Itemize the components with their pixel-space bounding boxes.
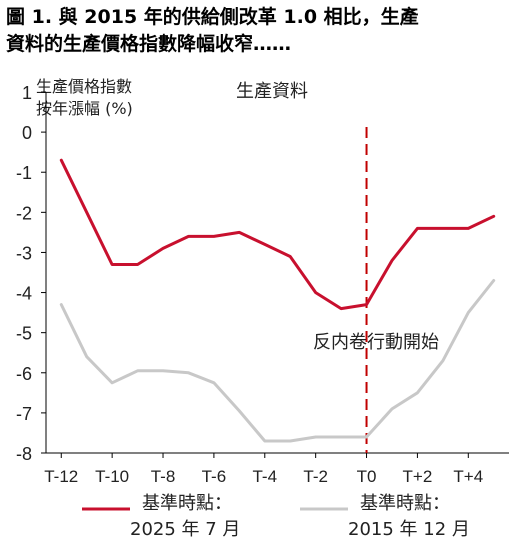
- chart-title: 圖 1. 與 2015 年的供給側改革 1.0 相比，生產 資料的生產價格指數降…: [6, 4, 522, 58]
- y-tick-label: -3: [16, 243, 32, 263]
- x-tick-label: T-10: [95, 467, 129, 486]
- y-tick-label: -4: [16, 284, 32, 304]
- y-axis-label-line-2: 按年漲幅 (%): [36, 99, 133, 118]
- panel-title: 生產資料: [236, 81, 308, 102]
- x-tick-label: T-4: [252, 467, 277, 486]
- y-tick-label: -8: [16, 444, 32, 464]
- x-tick-label: T0: [357, 467, 377, 486]
- legend-label-1-line-1: 基準時點：: [142, 493, 232, 514]
- legend-label-2-line-1: 基準時點：: [360, 493, 450, 514]
- x-tick-label: T+4: [453, 467, 483, 486]
- y-tick-label: 1: [22, 83, 32, 103]
- series-line-1: [59, 158, 496, 311]
- x-tick-label: T-6: [202, 467, 227, 486]
- y-tick-label: -1: [16, 163, 32, 183]
- annotation-label: 反内卷行動開始: [313, 332, 439, 353]
- series-line-2: [59, 279, 496, 443]
- y-tick-label: -5: [16, 324, 32, 344]
- legend-label-2-line-2: 2015 年 12 月: [348, 519, 470, 540]
- y-tick-label: 0: [22, 123, 32, 143]
- chart-title-line-2: 資料的生產價格指數降幅收窄……: [6, 33, 292, 55]
- x-tick-label: T+2: [403, 467, 433, 486]
- legend-label-1-line-2: 2025 年 7 月: [130, 519, 240, 540]
- chart-title-line-1: 圖 1. 與 2015 年的供給側改革 1.0 相比，生產: [6, 6, 419, 28]
- y-axis-label-line-1: 生產價格指數: [36, 77, 132, 96]
- y-tick-label: -7: [16, 404, 32, 424]
- x-tick-label: T-12: [44, 467, 78, 486]
- y-tick-label: -6: [16, 364, 32, 384]
- x-tick-label: T-2: [303, 467, 328, 486]
- x-tick-label: T-8: [151, 467, 176, 486]
- y-tick-label: -2: [16, 203, 32, 223]
